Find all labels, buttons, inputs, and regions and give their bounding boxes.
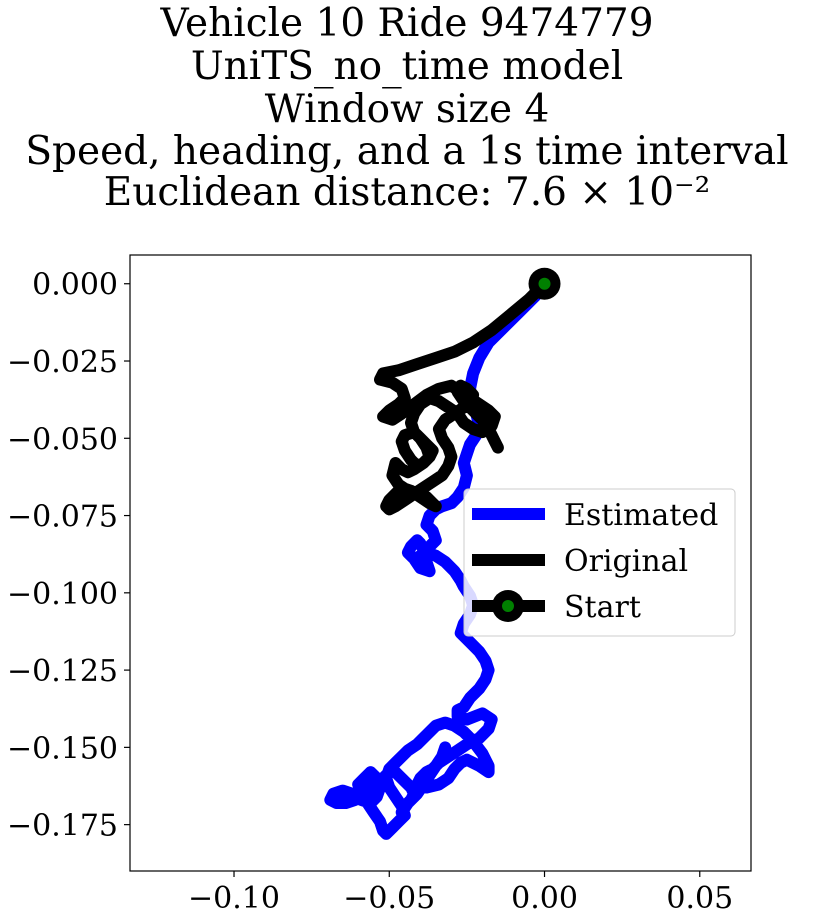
y-tick-label: −0.025 bbox=[7, 345, 118, 380]
y-tick-label: −0.175 bbox=[7, 809, 118, 844]
series-line-estimated bbox=[324, 277, 551, 840]
legend-swatch-start-marker-inner bbox=[502, 600, 514, 612]
legend-box bbox=[463, 488, 736, 637]
series-line-original bbox=[374, 277, 551, 516]
x-axis: −0.10 −0.05 0.00 0.05 bbox=[188, 871, 733, 916]
chart-title: Vehicle 10 Ride 9474779 UniTS_no_time mo… bbox=[25, 1, 788, 215]
y-tick-label: −0.150 bbox=[7, 731, 118, 766]
y-tick-label: −0.100 bbox=[7, 577, 118, 612]
plot-series-layer bbox=[324, 267, 561, 840]
start-marker-inner bbox=[538, 277, 551, 290]
y-axis: 0.000 −0.025 −0.050 −0.075 −0.100 −0.125 −0.15… bbox=[7, 268, 130, 844]
chart-title-line-3: Window size 4 bbox=[265, 87, 550, 132]
chart-title-line-5: Euclidean distance: 7.6 × 10⁻² bbox=[104, 170, 710, 215]
y-tick-label: −0.125 bbox=[7, 654, 118, 689]
y-tick-label: −0.075 bbox=[7, 500, 118, 535]
chart-title-line-2: UniTS_no_time model bbox=[191, 44, 623, 89]
chart-title-line-1: Vehicle 10 Ride 9474779 bbox=[159, 1, 653, 46]
x-tick-label: −0.05 bbox=[343, 881, 435, 916]
plot-area-frame bbox=[129, 254, 752, 872]
legend-label-original: Original bbox=[564, 544, 688, 579]
chart-title-line-4: Speed, heading, and a 1s time interval bbox=[25, 129, 788, 174]
x-tick-label: 0.00 bbox=[511, 881, 578, 916]
y-tick-label: 0.000 bbox=[32, 268, 118, 303]
y-tick-label: −0.050 bbox=[7, 422, 118, 457]
legend: Estimated Original Start bbox=[463, 488, 736, 637]
x-tick-label: −0.10 bbox=[188, 881, 280, 916]
x-tick-label: 0.05 bbox=[666, 881, 733, 916]
legend-label-estimated: Estimated bbox=[564, 498, 718, 533]
legend-label-start: Start bbox=[564, 590, 641, 625]
